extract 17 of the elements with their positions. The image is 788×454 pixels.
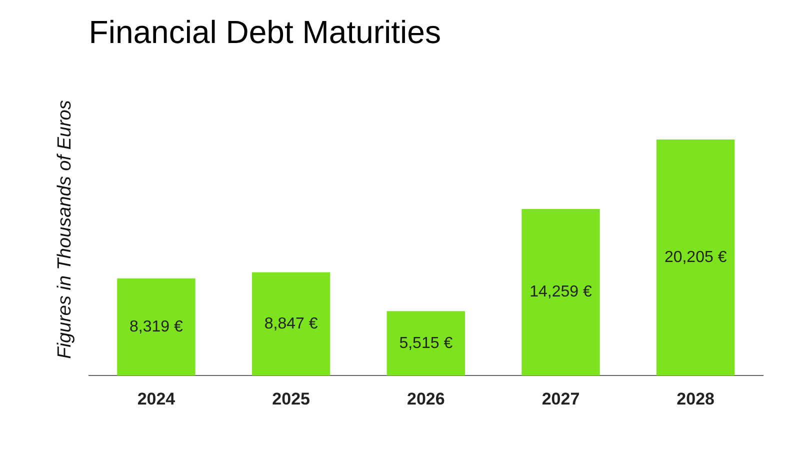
- chart-title: Financial Debt Maturities: [88, 14, 441, 50]
- bar: [656, 139, 735, 376]
- bar: [117, 278, 196, 376]
- data-label: 8,319 €: [130, 318, 184, 336]
- x-tick-label: 2028: [676, 389, 714, 408]
- y-axis-title: Figures in Thousands of Euros: [54, 100, 76, 359]
- x-tick-label: 2026: [406, 389, 445, 408]
- bar: [386, 311, 466, 376]
- x-tick-label: 2025: [272, 389, 310, 408]
- data-label: 5,515 €: [399, 334, 453, 352]
- data-label: 8,847 €: [264, 315, 318, 332]
- x-tick-label: 2024: [137, 389, 176, 408]
- data-label: 14,259 €: [530, 284, 592, 301]
- data-label: 20,205 €: [664, 248, 727, 266]
- bar: [522, 208, 600, 376]
- bar: [252, 272, 330, 376]
- x-tick-label: 2027: [542, 389, 580, 408]
